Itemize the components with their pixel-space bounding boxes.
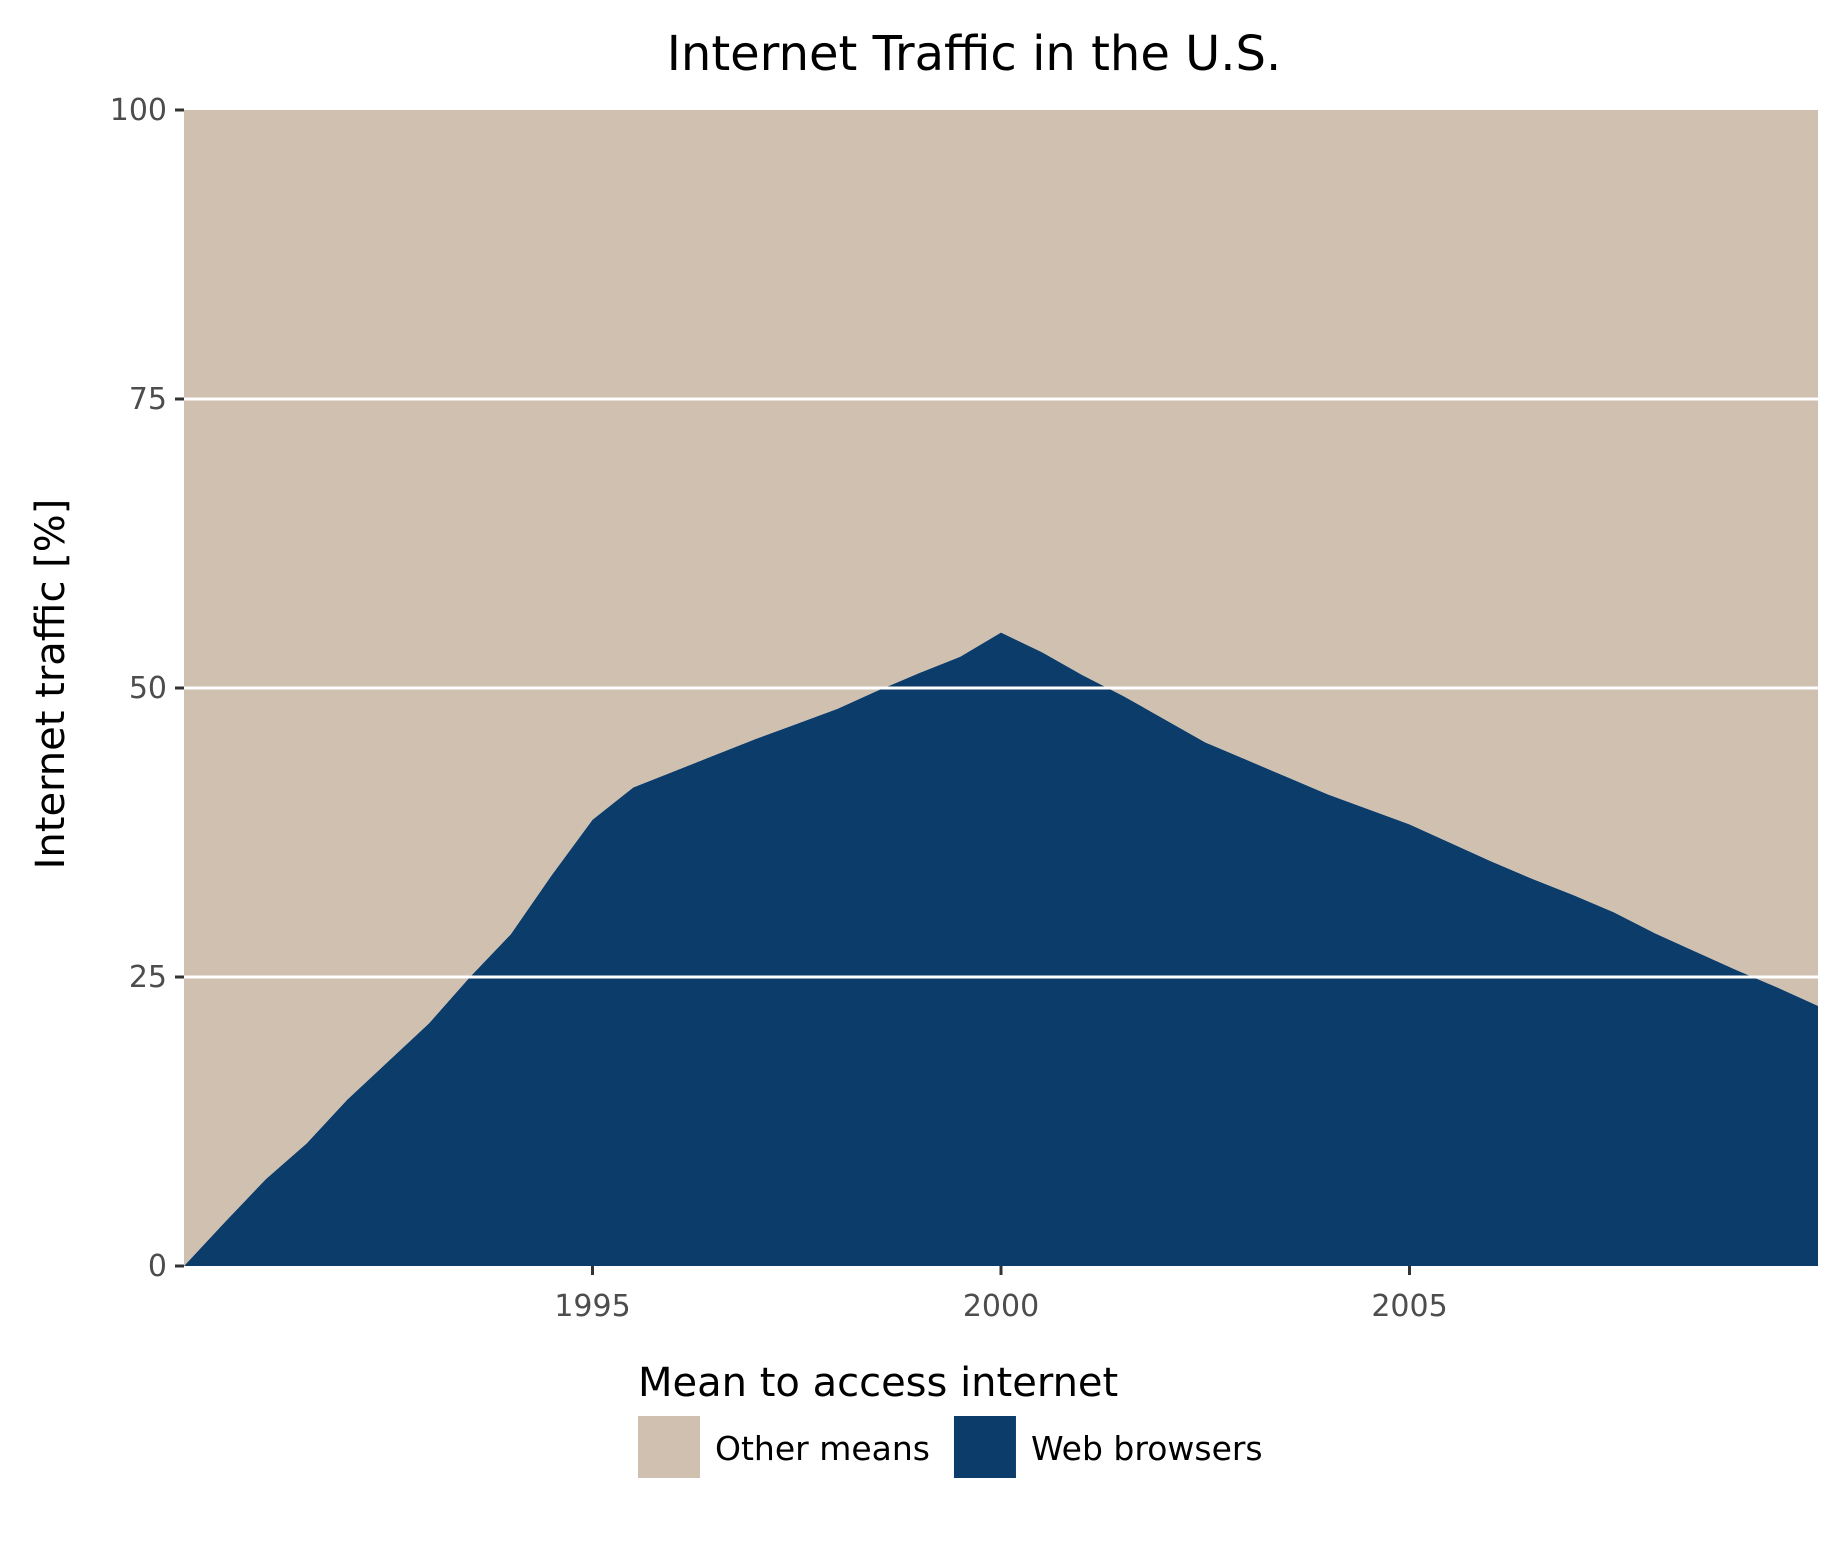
y-axis-label: Internet traffic [%] xyxy=(28,499,74,870)
y-tick-label: 75 xyxy=(129,382,167,417)
x-axis: 1995 2000 2005 xyxy=(554,1266,1448,1324)
area-web-browsers xyxy=(184,632,1818,1266)
chart-title: Internet Traffic in the U.S. xyxy=(667,26,1281,82)
y-axis: 0 25 50 75 100 xyxy=(110,93,184,1284)
y-tick-label: 25 xyxy=(129,960,167,995)
legend-entries: Other means Web browsers xyxy=(638,1416,1263,1478)
legend-label-web-browsers: Web browsers xyxy=(1031,1429,1263,1468)
x-tick-label: 2005 xyxy=(1371,1289,1447,1324)
legend-label-other-means: Other means xyxy=(715,1429,930,1468)
legend-key-other-means xyxy=(638,1416,700,1478)
legend-title: Mean to access internet xyxy=(638,1360,1118,1406)
y-tick-label: 100 xyxy=(110,93,167,128)
x-tick-label: 1995 xyxy=(554,1289,630,1324)
legend: Mean to access internet Other means Web b… xyxy=(638,1360,1263,1478)
y-tick-label: 0 xyxy=(148,1249,167,1284)
legend-key-web-browsers xyxy=(953,1416,1016,1478)
x-tick-label: 2000 xyxy=(963,1289,1039,1324)
y-tick-label: 50 xyxy=(129,671,167,706)
grid-lines xyxy=(184,397,1818,979)
